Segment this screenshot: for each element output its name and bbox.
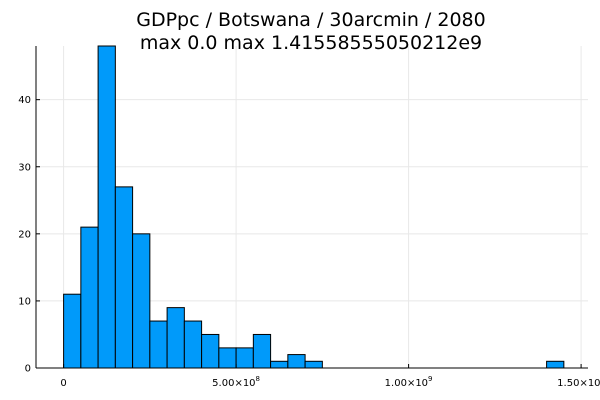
- x-tick-mantissa: 5.00×10: [212, 378, 255, 389]
- histogram-bar: [304, 360, 323, 369]
- x-tick-label: 0: [60, 378, 66, 389]
- x-tick-exponent: 8: [256, 375, 260, 383]
- axes: [35, 46, 588, 369]
- x-tick-mantissa: 1.50×10: [557, 378, 600, 389]
- chart-title: GDPpc / Botswana / 30arcmin / 2080 max 0…: [136, 9, 485, 54]
- x-tick-mantissa: 0: [60, 378, 66, 389]
- histogram-bar: [183, 320, 203, 369]
- x-tick-label: 5.00×108: [212, 375, 260, 389]
- histogram-bar: [235, 347, 254, 369]
- y-tick-label: 40: [18, 95, 31, 106]
- x-tick-label: 1.00×109: [385, 375, 433, 389]
- histogram-bar: [149, 320, 168, 369]
- x-tick-mantissa: 1.00×10: [385, 378, 428, 389]
- histogram-bar: [270, 360, 289, 369]
- histogram-bar: [97, 45, 116, 369]
- y-tick-label: 20: [18, 229, 31, 240]
- y-tick-label: 0: [25, 364, 31, 375]
- histogram-bar: [546, 360, 565, 369]
- histogram-bar: [80, 226, 99, 369]
- histogram-bars: [63, 45, 565, 369]
- y-tick-label: 30: [18, 162, 31, 173]
- chart-title-line-1: GDPpc / Botswana / 30arcmin / 2080: [136, 9, 485, 31]
- x-tick-label: 1.50×109: [557, 375, 600, 389]
- histogram-bar: [201, 333, 220, 369]
- histogram-bar: [218, 347, 237, 369]
- histogram-bar: [114, 186, 134, 369]
- histogram-bar: [287, 354, 306, 369]
- histogram-bar: [252, 333, 272, 369]
- x-tick-exponent: 9: [428, 375, 432, 383]
- chart-title-line-2: max 0.0 max 1.41558555050212e9: [140, 32, 482, 54]
- histogram-bar: [132, 233, 151, 369]
- y-tick-label: 10: [18, 296, 31, 307]
- histogram-bar: [63, 293, 82, 369]
- histogram-bar: [166, 307, 185, 369]
